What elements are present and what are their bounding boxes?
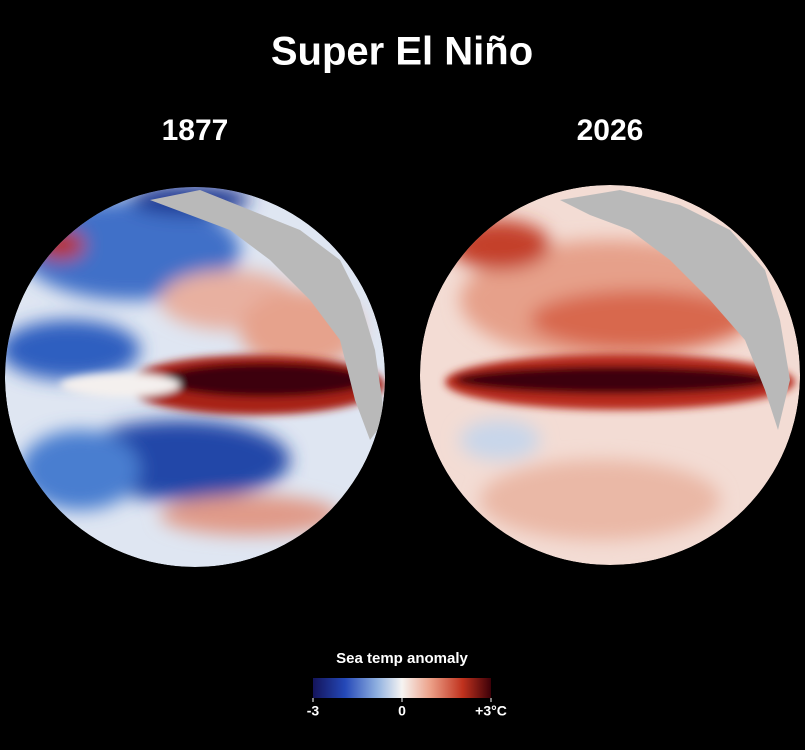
panel-label: 1877	[162, 114, 229, 147]
tick-label: -3	[307, 703, 320, 719]
panel-label: 2026	[577, 114, 644, 147]
tick-label: +3°C	[475, 703, 507, 719]
title: Super El Niño	[271, 30, 533, 74]
tick-label: 0	[398, 703, 406, 719]
globe-2026	[420, 185, 800, 565]
color-scale	[313, 678, 491, 698]
legend-title: Sea temp anomaly	[336, 650, 468, 667]
